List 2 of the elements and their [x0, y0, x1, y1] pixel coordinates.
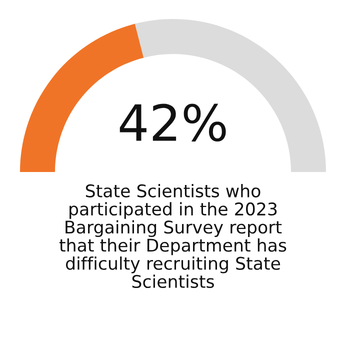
text: 42% — [120, 104, 226, 142]
text: State Scientists who participated in the 2023 Bargaining Survey report that their Department has difficulty recruiting State Scientists — [59, 184, 286, 288]
